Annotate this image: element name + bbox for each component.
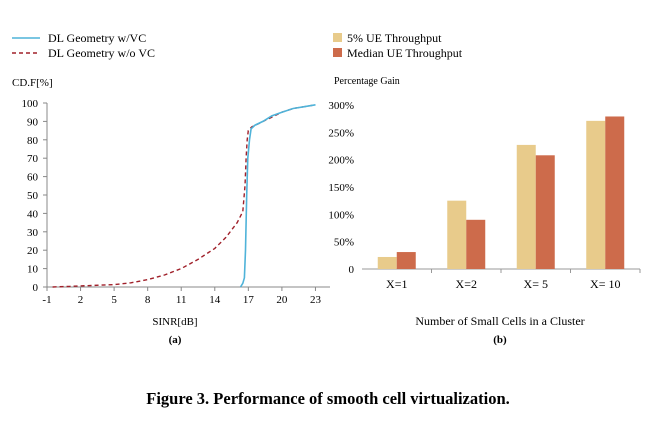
panel-b-legend-swatch	[333, 48, 342, 57]
panel-b-bar-median	[535, 155, 555, 269]
panel-a-x-tick-label: 2	[78, 294, 84, 306]
panel-a-y-tick-label: 30	[27, 227, 39, 239]
panel-a-y-tick-label: 100	[22, 98, 39, 110]
panel-b-bar-p5	[377, 256, 397, 269]
panel-a-y-tick-label: 60	[27, 172, 39, 184]
panel-a-x-tick-label: -1	[42, 294, 51, 306]
panel-b-category-label: X=2	[456, 277, 477, 291]
panel-b-bar-p5	[447, 200, 467, 269]
panel-b-category-label: X=1	[386, 277, 407, 291]
panel-a-series-line-with-vc	[239, 104, 316, 288]
panel-b-y-tick-label: 100%	[328, 209, 354, 221]
panel-b-y-tick-label: 250%	[328, 127, 354, 139]
panel-b-legend-swatch	[333, 33, 342, 42]
panel-a-y-tick-label: 90	[27, 116, 39, 128]
panel-a-x-tick-label: 8	[145, 294, 151, 306]
panel-a-y-tick-label: 20	[27, 245, 39, 257]
panel-b-bar-median	[466, 219, 486, 269]
panel-a-y-tick-label: 80	[27, 135, 39, 147]
panel-a-axes: 0 10 20 30 40 50 60 70 80 90 100 -1 2 5 8 11 14 17 20 23	[22, 98, 330, 306]
panel-a-legend-label: DL Geometry w/VC	[48, 31, 146, 45]
panel-b-x-axis-label: Number of Small Cells in a Cluster	[415, 314, 584, 328]
panel-b-legend-label: 5% UE Throughput	[347, 31, 442, 45]
panel-a-x-tick-label: 14	[209, 294, 221, 306]
panel-b-bar-median	[605, 116, 625, 269]
panel-a-y-tick-label: 40	[27, 208, 39, 220]
panel-b-bar-median	[396, 252, 416, 269]
panel-a-y-tick-label: 50	[27, 190, 39, 202]
panel-a-x-tick-label: 17	[243, 294, 255, 306]
panel-b-y-tick-label: 150%	[328, 182, 354, 194]
figure-caption: Figure 3. Performance of smooth cell vir…	[146, 389, 510, 408]
panel-a-series-line-without-vc	[52, 104, 316, 288]
panel-a-legend-label: DL Geometry w/o VC	[48, 46, 155, 60]
panel-b-y-axis-label: Percentage Gain	[334, 76, 400, 87]
panel-a-y-tick-label: 70	[27, 153, 39, 165]
panel-b-bar-p5	[586, 120, 606, 269]
panel-b-y-tick-label: 50%	[334, 237, 354, 249]
panel-a-label: (a)	[169, 334, 182, 346]
panel-b-legend-label: Median UE Throughput	[347, 46, 463, 60]
panel-a-x-axis-label: SINR[dB]	[152, 316, 197, 328]
panel-a-series	[52, 104, 316, 288]
panel-b-y-tick-label: 0	[349, 264, 355, 276]
panel-b-category-label: X= 5	[524, 277, 548, 291]
panel-a-x-tick-label: 23	[310, 294, 322, 306]
panel-b-label: (b)	[493, 334, 507, 346]
panel-a-x-tick-label: 11	[176, 294, 187, 306]
panel-b-bar-p5	[516, 144, 536, 269]
panel-a-x-tick-label: 20	[276, 294, 288, 306]
panel-a-y-axis-label: CD.F[%]	[12, 77, 53, 89]
panel-b-bars	[377, 116, 625, 269]
panel-a-y-tick-label: 0	[33, 282, 39, 294]
panel-b-y-tick-label: 300%	[328, 100, 354, 112]
panel-b-category-label: X= 10	[590, 277, 620, 291]
panel-a-y-tick-label: 10	[27, 264, 39, 276]
panel-a-x-tick-label: 5	[111, 294, 117, 306]
panel-b-y-tick-label: 200%	[328, 155, 354, 167]
